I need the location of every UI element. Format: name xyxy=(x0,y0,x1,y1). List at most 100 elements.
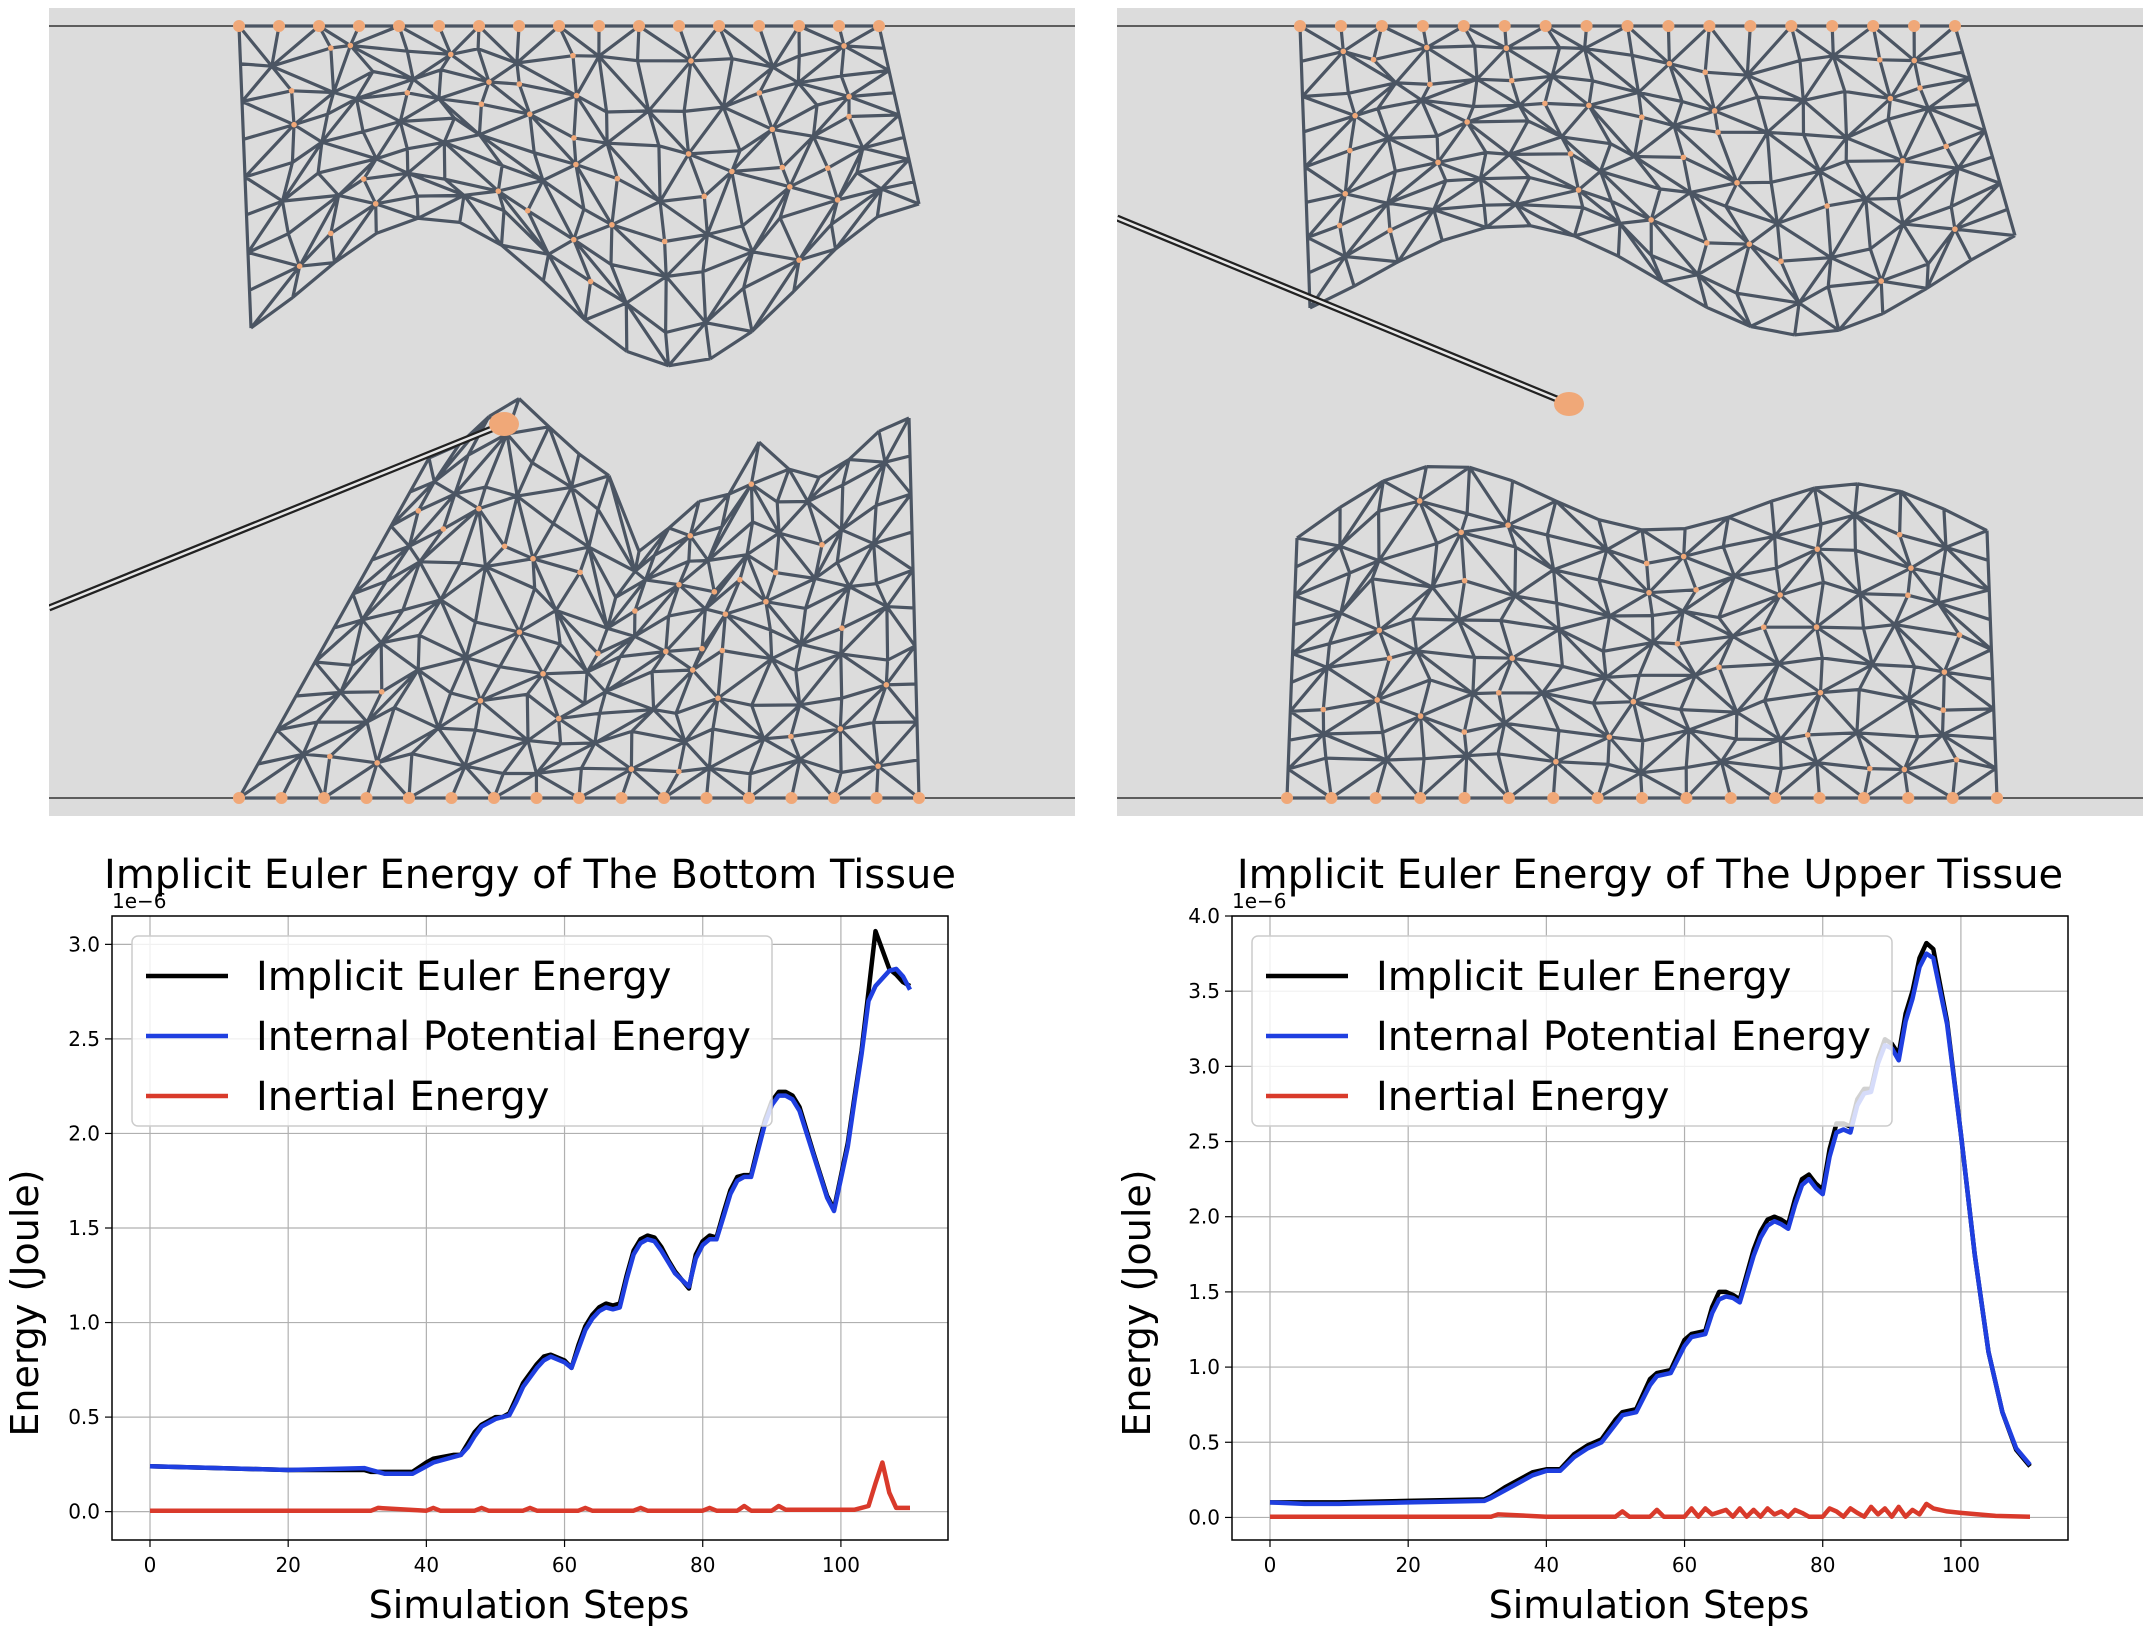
mesh-node xyxy=(570,52,576,59)
mesh-node xyxy=(1509,655,1516,662)
simulation-view xyxy=(49,8,1075,816)
mesh-node xyxy=(1680,154,1687,161)
mesh-node xyxy=(1953,756,1960,763)
chart-title: Implicit Euler Energy of The Upper Tissu… xyxy=(1237,852,2063,898)
y-offset-label: 1e−6 xyxy=(1232,889,1287,913)
mesh-node xyxy=(571,135,577,141)
x-tick-label: 0 xyxy=(144,1553,157,1577)
x-tick-label: 80 xyxy=(1810,1553,1835,1577)
x-tick-label: 20 xyxy=(275,1553,300,1577)
mesh-node xyxy=(1917,85,1923,91)
mesh-node xyxy=(719,647,726,654)
mesh-node xyxy=(573,92,580,99)
mesh-node xyxy=(1899,157,1906,164)
grasper-tip xyxy=(489,412,519,436)
mesh-node xyxy=(501,543,508,550)
mesh-node xyxy=(1956,632,1963,638)
mesh-node xyxy=(1693,587,1699,593)
series-line xyxy=(1270,1501,2031,1519)
fixed-node xyxy=(1908,20,1921,32)
mesh-node xyxy=(1352,112,1358,119)
x-axis-label: Simulation Steps xyxy=(369,1583,690,1627)
simulation-panel-bottom-tissue xyxy=(49,8,1075,816)
tissue-mesh xyxy=(233,20,921,368)
fixed-node xyxy=(1744,20,1757,32)
mesh-node xyxy=(1567,151,1574,157)
y-offset-label: 1e−6 xyxy=(112,889,167,913)
mesh-node xyxy=(632,608,638,614)
series-line xyxy=(149,966,912,1477)
fixed-node xyxy=(1580,20,1593,32)
fixed-node xyxy=(553,20,565,32)
mesh-node xyxy=(779,164,786,171)
legend-entry: Internal Potential Energy xyxy=(1376,1014,1871,1060)
mesh-node xyxy=(570,236,577,243)
mesh-node xyxy=(530,555,536,562)
fixed-node xyxy=(473,20,485,32)
mesh-node xyxy=(825,165,831,171)
fixed-node xyxy=(673,20,685,32)
mesh-node xyxy=(360,176,367,182)
mesh-node xyxy=(440,526,447,532)
mesh-node xyxy=(1711,108,1718,114)
mesh-node xyxy=(447,51,454,58)
mesh-node xyxy=(1336,222,1343,229)
fixed-node xyxy=(713,20,725,32)
mesh-node xyxy=(1461,577,1468,584)
y-tick-label: 0.5 xyxy=(1188,1430,1220,1454)
mesh-node xyxy=(628,766,635,773)
mesh-node xyxy=(1814,546,1821,552)
simulation-background xyxy=(1117,8,2143,816)
mesh-node xyxy=(1817,689,1824,696)
fixed-node xyxy=(573,792,585,804)
mesh-node xyxy=(1666,60,1673,67)
mesh-node xyxy=(819,541,825,548)
legend-box xyxy=(131,935,773,1127)
y-tick-label: 4.0 xyxy=(1188,904,1220,928)
mesh-node xyxy=(327,753,333,760)
mesh-node xyxy=(1866,765,1873,772)
mesh-node xyxy=(540,670,546,677)
fixed-node xyxy=(1375,20,1388,32)
fixed-node xyxy=(785,792,798,804)
mesh-node xyxy=(1778,258,1784,265)
mesh-node xyxy=(1376,627,1383,634)
x-tick-label: 60 xyxy=(552,1553,577,1577)
y-tick-label: 0.0 xyxy=(1188,1505,1220,1529)
mesh-node xyxy=(688,58,694,64)
legend-entry: Inertial Energy xyxy=(256,1074,549,1120)
fixed-node xyxy=(1457,20,1470,32)
series-line xyxy=(150,1460,910,1513)
x-axis-label: Simulation Steps xyxy=(1489,1583,1810,1627)
mesh-node xyxy=(837,726,844,732)
mesh-node xyxy=(1905,592,1911,599)
mesh-node xyxy=(1777,592,1783,598)
mesh-node xyxy=(372,200,379,207)
mesh-node xyxy=(1911,57,1918,64)
grasper-tip xyxy=(1554,392,1584,416)
fixed-node xyxy=(1547,792,1560,804)
fixed-node xyxy=(1281,792,1293,804)
mesh-node xyxy=(748,481,755,487)
mesh-node xyxy=(1804,732,1811,738)
fixed-node xyxy=(360,792,373,804)
mesh-node xyxy=(614,175,621,182)
fixed-node xyxy=(753,20,765,32)
x-tick-label: 20 xyxy=(1395,1553,1420,1577)
x-tick-label: 60 xyxy=(1672,1553,1697,1577)
tissue-mesh xyxy=(1281,465,2003,804)
mesh-node xyxy=(1703,240,1710,246)
mesh-node xyxy=(1702,69,1708,76)
mesh-node xyxy=(1760,624,1767,630)
grasper-shaft-core xyxy=(49,422,505,610)
fixed-node xyxy=(1294,20,1306,32)
fixed-node xyxy=(1458,792,1471,804)
y-tick-label: 1.5 xyxy=(68,1216,100,1240)
mesh-edges xyxy=(1285,465,1999,800)
y-tick-label: 3.5 xyxy=(1188,979,1220,1003)
fixed-node xyxy=(1414,792,1427,804)
mesh-node xyxy=(786,183,793,190)
mesh-node xyxy=(846,113,852,120)
mesh-node xyxy=(1416,498,1423,504)
fixed-node xyxy=(615,792,628,804)
